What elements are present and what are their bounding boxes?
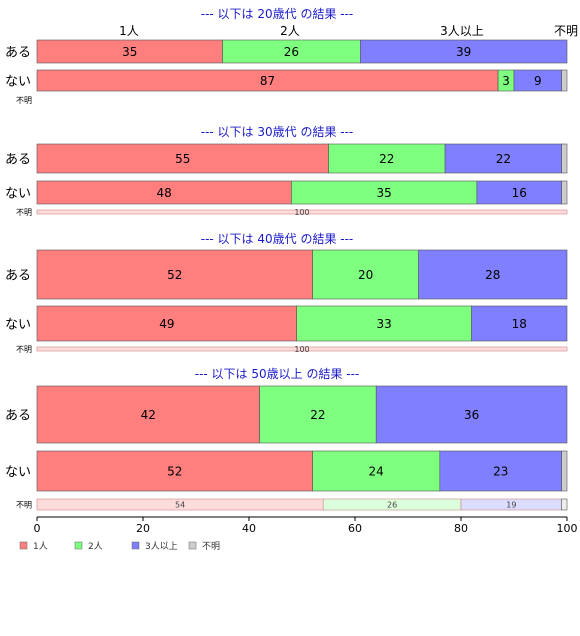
bar-segment-remainder	[561, 143, 568, 174]
group-title: --- 以下は 40歳代 の結果 ---	[201, 232, 354, 246]
row-label: ない	[5, 465, 31, 480]
x-tick-label: 60	[348, 522, 362, 535]
bar-segment	[36, 209, 568, 215]
data-label: 87	[260, 74, 275, 88]
legend-swatch	[131, 541, 140, 550]
data-label: 49	[159, 317, 174, 331]
data-label: 23	[493, 465, 508, 479]
row-label: 不明	[16, 208, 32, 217]
data-label: 9	[534, 74, 542, 88]
bar-segment	[259, 385, 377, 444]
row-label: 不明	[16, 501, 32, 510]
x-tick-label: 80	[454, 522, 468, 535]
header-label: 2人	[280, 24, 300, 38]
row-label: 不明	[16, 96, 32, 105]
row-label: ない	[5, 318, 31, 333]
row-label: ない	[5, 187, 31, 202]
data-label: 35	[377, 186, 392, 200]
data-label: 42	[141, 408, 156, 422]
bar-segment-remainder	[561, 180, 568, 205]
bar-segment	[312, 249, 419, 300]
group-title: --- 以下は 20歳代 の結果 ---	[201, 7, 354, 21]
row-label: ある	[5, 46, 31, 61]
data-label: 39	[456, 45, 471, 59]
header-label: 1人	[119, 24, 139, 38]
x-tick-label: 0	[34, 522, 41, 535]
group-title: --- 以下は 50歳以上 の結果 ---	[195, 367, 360, 381]
data-label: 36	[464, 408, 479, 422]
data-label: 35	[122, 45, 137, 59]
bar-segment	[328, 143, 446, 174]
data-label: 55	[175, 152, 190, 166]
bar-segment	[375, 385, 568, 444]
bar-segment-remainder	[561, 69, 568, 92]
row-label: ある	[5, 153, 31, 168]
bar-segment	[312, 450, 441, 492]
x-tick-label: 100	[557, 522, 578, 535]
bar-segment-remainder	[561, 498, 568, 511]
data-label: 100	[294, 208, 309, 217]
data-label: 52	[167, 465, 182, 479]
row-label: ある	[5, 269, 31, 284]
group-title: --- 以下は 30歳代 の結果 ---	[201, 125, 354, 139]
legend-label: 3人以上	[145, 541, 178, 552]
row-label: ない	[5, 75, 31, 90]
legend-swatch	[188, 541, 197, 550]
bar-segment	[36, 305, 298, 342]
data-label: 26	[284, 45, 299, 59]
x-tick-label: 40	[242, 522, 256, 535]
row-label: ある	[5, 409, 31, 424]
legend-label: 2人	[88, 541, 103, 552]
legend-swatch	[74, 541, 83, 550]
data-label: 16	[512, 186, 527, 200]
data-label: 54	[175, 501, 185, 510]
data-label: 22	[496, 152, 511, 166]
legend-label: 1人	[33, 541, 48, 552]
bar-segment	[36, 346, 568, 352]
data-label: 28	[485, 268, 500, 282]
data-label: 48	[157, 186, 172, 200]
bar-segment	[36, 450, 313, 492]
header-label: 3人以上	[440, 24, 484, 38]
bar-segment	[36, 249, 313, 300]
bar-segment	[439, 450, 562, 492]
data-label: 22	[379, 152, 394, 166]
bar-segment	[418, 249, 568, 300]
legend-swatch	[19, 541, 28, 550]
row-label: 不明	[16, 345, 32, 354]
bar-segment	[444, 143, 563, 174]
x-tick-label: 20	[136, 522, 150, 535]
bar-segment	[359, 39, 568, 64]
data-label: 22	[310, 408, 325, 422]
legend-label: 不明	[202, 541, 220, 552]
data-label: 20	[358, 268, 373, 282]
header-label: 不明	[554, 24, 578, 38]
bar-segment	[471, 305, 568, 342]
data-label: 19	[506, 501, 516, 510]
data-label: 18	[512, 317, 527, 331]
bar-segment-remainder	[561, 450, 568, 492]
data-label: 26	[387, 501, 397, 510]
bar-segment	[36, 143, 329, 174]
data-label: 100	[294, 345, 309, 354]
bar-segment	[36, 385, 260, 444]
data-label: 33	[377, 317, 392, 331]
data-label: 24	[369, 465, 384, 479]
bar-segment	[296, 305, 472, 342]
data-label: 3	[502, 74, 510, 88]
data-label: 52	[167, 268, 182, 282]
